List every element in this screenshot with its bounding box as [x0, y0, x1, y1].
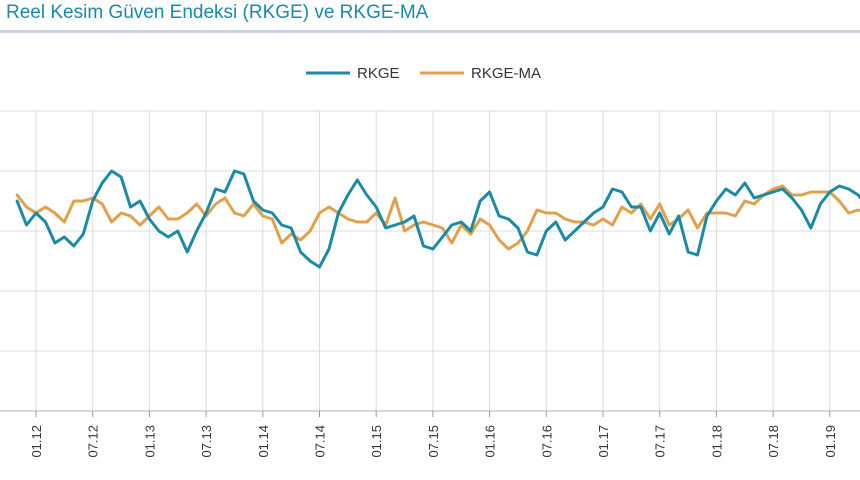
x-tick-label: 01.13 — [142, 425, 157, 458]
title-divider — [0, 30, 860, 33]
legend-label-rkge-ma: RKGE-MA — [471, 65, 541, 82]
legend-label-rkge: RKGE — [357, 65, 400, 82]
x-tick-label: 01.14 — [256, 425, 271, 458]
x-tick-label: 01.17 — [596, 425, 611, 458]
x-tick-label: 01.12 — [29, 425, 44, 458]
x-tick-label: 07.12 — [86, 425, 101, 458]
x-tick-label: 07.16 — [539, 425, 554, 458]
series-line-rkge[interactable] — [15, 169, 860, 351]
x-tick-label: 07.18 — [766, 425, 781, 458]
x-tick-label: 07.13 — [199, 425, 214, 458]
x-axis-ticks: 01.12 07.12 01.13 07.13 01.14 07.14 01.15 07.15… — [29, 411, 838, 458]
x-tick-label: 01.19 — [823, 425, 838, 458]
chart-grid — [0, 110, 860, 412]
x-tick-label: 01.15 — [369, 425, 384, 458]
x-tick-label: 07.14 — [313, 425, 328, 458]
chart-legend[interactable]: RKGE RKGE-MA — [306, 65, 541, 82]
x-tick-label: 01.18 — [709, 425, 724, 458]
x-tick-label: 07.15 — [426, 425, 441, 458]
x-tick-label: 07.17 — [653, 425, 668, 458]
chart-series — [15, 169, 860, 351]
chart-title: Reel Kesim Güven Endeksi (RKGE) ve RKGE-… — [6, 2, 429, 23]
x-tick-label: 01.16 — [483, 425, 498, 458]
